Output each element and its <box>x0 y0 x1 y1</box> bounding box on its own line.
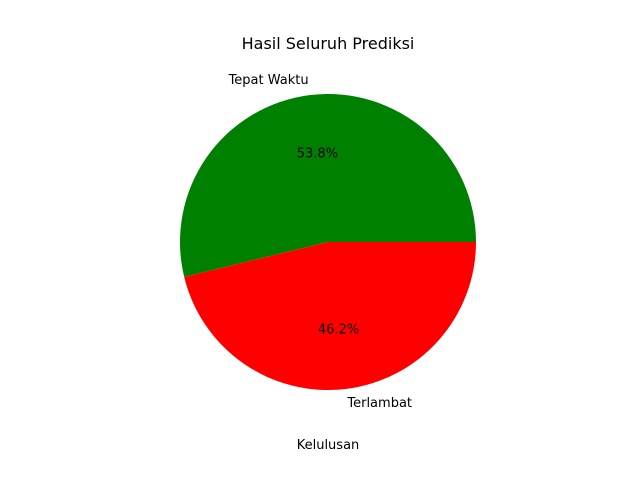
slice-label: Terlambat <box>346 396 412 411</box>
pie-slice-tepat-waktu <box>179 94 476 278</box>
slice-percent-label: 53.8% <box>297 146 338 161</box>
slice-label: Tepat Waktu <box>228 73 309 88</box>
slice-percent-label: 46.2% <box>318 323 359 338</box>
x-axis-label: Kelulusan <box>297 438 360 453</box>
chart-title: Hasil Seluruh Prediksi <box>242 34 415 53</box>
pie-slice-terlambat <box>184 242 477 391</box>
